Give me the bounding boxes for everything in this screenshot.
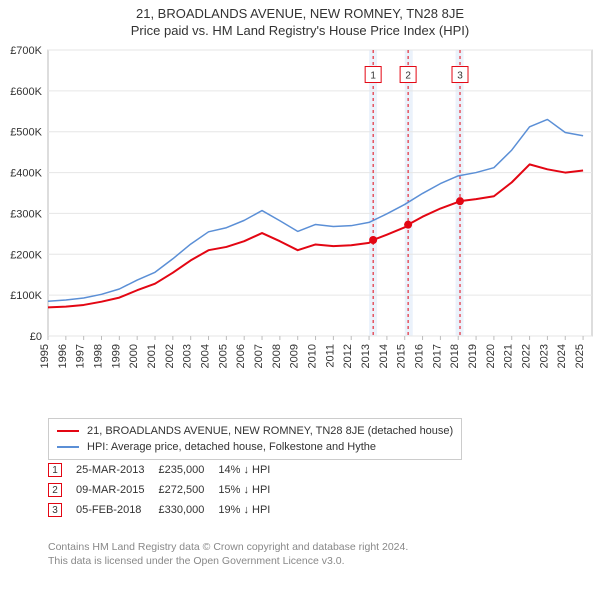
transaction-row: 2 09-MAR-2015£272,50015% ↓ HPI — [48, 480, 284, 500]
x-tick-label: 2025 — [574, 344, 586, 368]
x-tick-label: 2002 — [164, 344, 176, 368]
x-tick-label: 2011 — [324, 344, 336, 368]
tx-date: 25-MAR-2013 — [76, 460, 158, 480]
title-line2: Price paid vs. HM Land Registry's House … — [0, 23, 600, 38]
chart-header: 21, BROADLANDS AVENUE, NEW ROMNEY, TN28 … — [0, 0, 600, 38]
y-tick-label: £100K — [10, 290, 42, 302]
x-tick-label: 2007 — [253, 344, 265, 368]
y-tick-label: £300K — [10, 208, 42, 220]
x-tick-label: 2021 — [503, 344, 515, 368]
tx-date: 09-MAR-2015 — [76, 480, 158, 500]
x-tick-label: 2018 — [449, 344, 461, 368]
x-tick-label: 1995 — [39, 344, 51, 368]
legend-swatch — [57, 446, 79, 448]
notice-line1: Contains HM Land Registry data © Crown c… — [48, 540, 408, 554]
y-tick-label: £600K — [10, 86, 42, 98]
tx-price: £235,000 — [158, 460, 218, 480]
x-tick-label: 2022 — [521, 344, 533, 368]
x-tick-label: 2008 — [271, 344, 283, 368]
x-tick-label: 1998 — [93, 344, 105, 368]
legend-item: HPI: Average price, detached house, Folk… — [57, 439, 453, 455]
tx-vs-hpi: 19% ↓ HPI — [218, 500, 284, 520]
y-tick-label: £400K — [10, 168, 42, 180]
legend-label: 21, BROADLANDS AVENUE, NEW ROMNEY, TN28 … — [87, 423, 453, 439]
x-tick-label: 1997 — [75, 344, 87, 368]
marker-flag: 3 — [457, 71, 463, 82]
x-tick-label: 2016 — [414, 344, 426, 368]
x-tick-label: 2015 — [396, 344, 408, 368]
y-tick-label: £200K — [10, 249, 42, 261]
transaction-row: 3 05-FEB-2018£330,00019% ↓ HPI — [48, 500, 284, 520]
marker-flag: 2 — [405, 71, 411, 82]
x-tick-label: 2017 — [431, 344, 443, 368]
tx-price: £272,500 — [158, 480, 218, 500]
legend: 21, BROADLANDS AVENUE, NEW ROMNEY, TN28 … — [48, 418, 462, 460]
tx-price: £330,000 — [158, 500, 218, 520]
x-tick-label: 2001 — [146, 344, 158, 368]
x-tick-label: 2009 — [289, 344, 301, 368]
title-line1: 21, BROADLANDS AVENUE, NEW ROMNEY, TN28 … — [0, 6, 600, 21]
y-tick-label: £0 — [30, 331, 42, 343]
x-tick-label: 2023 — [538, 344, 550, 368]
x-tick-label: 2013 — [360, 344, 372, 368]
tx-date: 05-FEB-2018 — [76, 500, 158, 520]
chart: £0 £100K £200K £300K £400K £500K £600K £700K 199… — [0, 44, 600, 384]
marker-badge: 2 — [48, 483, 62, 497]
notice-line2: This data is licensed under the Open Gov… — [48, 554, 408, 568]
x-tick-label: 2019 — [467, 344, 479, 368]
x-tick-label: 1996 — [57, 344, 69, 368]
marker-flag: 1 — [370, 71, 376, 82]
x-tick-label: 2010 — [307, 344, 319, 368]
legend-swatch — [57, 430, 79, 432]
x-tick-label: 2014 — [378, 344, 390, 368]
marker-badge: 1 — [48, 463, 62, 477]
legend-item: 21, BROADLANDS AVENUE, NEW ROMNEY, TN28 … — [57, 423, 453, 439]
x-tick-label: 2012 — [342, 344, 354, 368]
tx-vs-hpi: 15% ↓ HPI — [218, 480, 284, 500]
transaction-row: 1 25-MAR-2013£235,00014% ↓ HPI — [48, 460, 284, 480]
x-tick-label: 2006 — [235, 344, 247, 368]
x-tick-label: 1999 — [110, 344, 122, 368]
y-tick-label: £700K — [10, 45, 42, 57]
tx-vs-hpi: 14% ↓ HPI — [218, 460, 284, 480]
transactions-table: 1 25-MAR-2013£235,00014% ↓ HPI 2 09-MAR-201… — [48, 460, 284, 520]
x-tick-label: 2005 — [217, 344, 229, 368]
y-tick-label: £500K — [10, 127, 42, 139]
x-tick-label: 2024 — [556, 344, 568, 368]
x-tick-label: 2004 — [200, 344, 212, 368]
marker-badge: 3 — [48, 503, 62, 517]
legend-label: HPI: Average price, detached house, Folk… — [87, 439, 376, 455]
x-tick-label: 2020 — [485, 344, 497, 368]
x-tick-label: 2000 — [128, 344, 140, 368]
x-tick-label: 2003 — [182, 344, 194, 368]
data-notice: Contains HM Land Registry data © Crown c… — [48, 540, 408, 568]
